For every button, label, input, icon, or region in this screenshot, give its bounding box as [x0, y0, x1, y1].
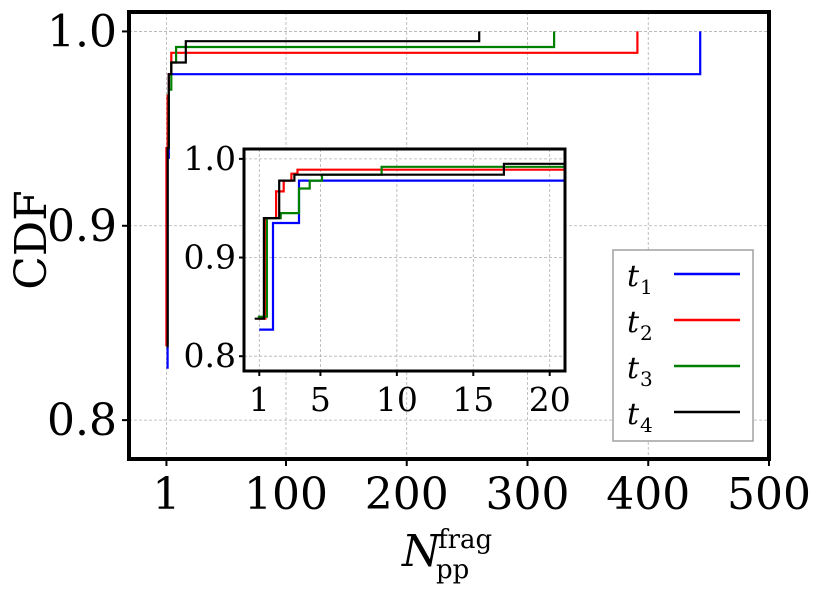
legend-label-sub-t2: 2 — [640, 321, 653, 345]
inset-xtick-label-1: 5 — [310, 380, 331, 419]
main-ytick-label-2: 1.0 — [47, 6, 117, 57]
main-series-lines — [165, 31, 702, 369]
inset-series-t2 — [257, 168, 565, 320]
legend-label-t3: t — [627, 351, 640, 386]
y-axis-label: CDF — [6, 190, 57, 289]
inset-y-ticks: 0.8 0.9 1.0 — [184, 139, 244, 375]
x-axis-label-superscript: frag — [438, 525, 492, 555]
inset-xtick-label-4: 20 — [529, 380, 571, 419]
inset-ytick-label-2: 1.0 — [184, 139, 236, 178]
legend-label-t1: t — [627, 259, 640, 294]
inset-x-ticks: 1 5 10 15 20 — [249, 371, 571, 419]
inset-xtick-label-0: 1 — [249, 380, 270, 419]
legend-label-t4: t — [627, 397, 640, 432]
legend: t 1t 2t 3t 4 — [612, 249, 754, 442]
main-xtick-label-5: 500 — [727, 469, 811, 520]
legend-label-t2: t — [627, 305, 640, 340]
x-axis-label-subscript: pp — [436, 555, 469, 585]
inset-xtick-label-3: 15 — [452, 380, 494, 419]
main-ytick-label-0: 0.8 — [47, 395, 117, 446]
inset-ytick-label-1: 0.9 — [184, 238, 236, 277]
inset-plot-frame — [242, 147, 567, 373]
inset-ytick-label-0: 0.8 — [184, 336, 236, 375]
main-x-ticks: 1 100 200 300 400 500 — [152, 459, 811, 520]
legend-label-sub-t4: 4 — [640, 413, 653, 437]
main-xtick-label-0: 1 — [152, 469, 180, 520]
x-axis-label: N — [401, 526, 442, 577]
inset-series-t1 — [259, 179, 565, 331]
main-series-t4 — [166, 31, 481, 348]
inset-gridlines — [244, 149, 565, 371]
inset-series-t4 — [254, 162, 565, 320]
main-ytick-label-1: 0.9 — [47, 201, 117, 252]
legend-label-sub-t1: 1 — [640, 275, 653, 299]
main-xtick-label-1: 100 — [244, 469, 328, 520]
main-y-ticks: 0.8 0.9 1.0 — [47, 6, 129, 446]
main-plot-frame — [127, 10, 771, 461]
main-xtick-label-2: 200 — [365, 469, 449, 520]
main-series-t1 — [166, 31, 702, 369]
legend-box — [612, 249, 754, 442]
main-xtick-label-3: 300 — [485, 469, 569, 520]
inset-background — [244, 149, 565, 371]
inset-series-lines — [254, 162, 565, 331]
main-xtick-label-4: 400 — [606, 469, 690, 520]
inset-xtick-label-2: 10 — [376, 380, 418, 419]
legend-label-sub-t3: 3 — [640, 367, 653, 391]
